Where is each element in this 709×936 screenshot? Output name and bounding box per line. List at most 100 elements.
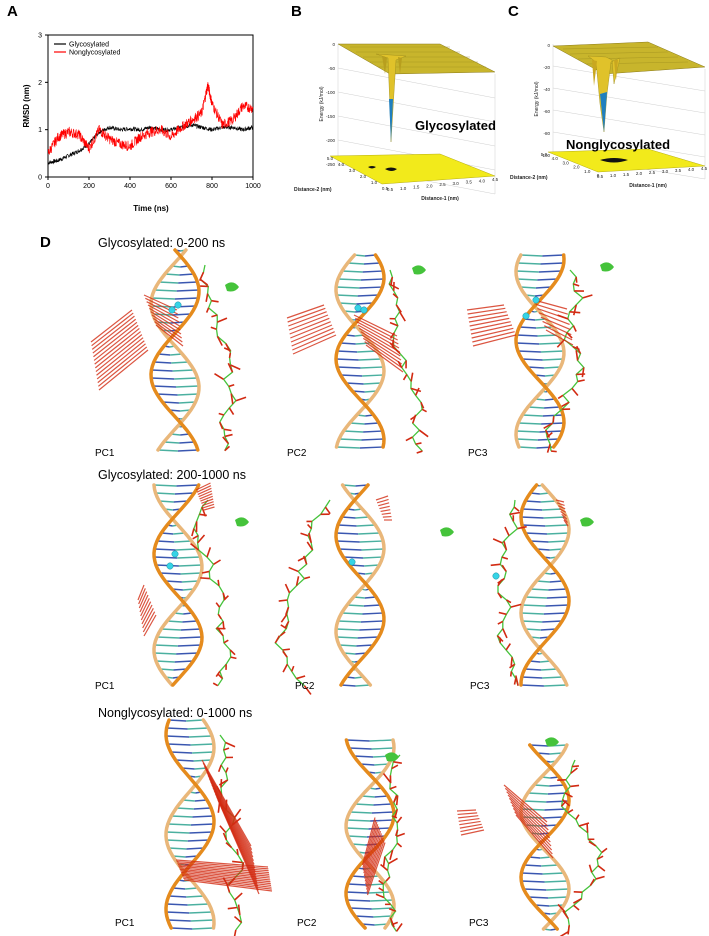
motion-arrow — [278, 599, 288, 602]
base-pair — [353, 755, 374, 758]
base-pair — [154, 644, 178, 647]
motion-arrow — [216, 336, 223, 346]
motion-arrow — [142, 611, 156, 633]
base-pair — [546, 888, 570, 891]
x-tick-label: 0.5 — [387, 187, 394, 192]
base-pair — [351, 875, 366, 878]
motion-arrow — [211, 299, 219, 303]
base-pair — [522, 604, 546, 607]
y-tick-label: 1.0 — [584, 169, 591, 174]
base-pair — [172, 887, 186, 890]
x-tick-label: 1.5 — [623, 172, 630, 177]
y-tick-label: 0.5 — [382, 186, 389, 191]
y-tick-label: 3.0 — [562, 160, 569, 165]
x-ticks: 0.5 1.0 1.5 2.0 2.5 3.0 3.5 4.0 4.5 — [387, 177, 499, 192]
base-pair — [340, 342, 356, 345]
motion-arrow — [357, 324, 400, 349]
base-pair — [194, 799, 208, 802]
motion-arrow — [388, 907, 396, 912]
base-pair — [341, 612, 363, 615]
base-pair — [346, 819, 371, 822]
base-pair — [167, 743, 191, 746]
base-pair — [174, 660, 194, 663]
motion-arrow — [201, 498, 214, 504]
motion-arrow — [506, 599, 512, 604]
motion-arrow — [497, 620, 504, 625]
motion-arrow — [218, 412, 225, 416]
motion-arrow — [398, 311, 406, 322]
base-pair — [189, 831, 213, 834]
base-pair — [177, 393, 199, 396]
motion-arrow — [570, 767, 578, 774]
base-pair — [543, 612, 567, 615]
base-pair — [346, 739, 370, 742]
base-pair — [176, 652, 199, 655]
motion-arrow — [410, 372, 414, 382]
motion-arrow — [365, 833, 382, 885]
motion-arrow — [143, 614, 157, 637]
motion-arrow — [363, 824, 379, 874]
base-pair — [360, 620, 384, 623]
legend-label-glycosylated: Glycosylated — [69, 42, 109, 49]
motion-arrow — [90, 309, 133, 343]
legend: Glycosylated Nonglycosylated — [54, 42, 120, 57]
motion-arrow — [561, 401, 570, 408]
motion-arrow — [223, 595, 229, 601]
motion-arrow — [217, 673, 224, 680]
motion-arrow — [552, 416, 555, 423]
base-pair — [539, 430, 563, 433]
dna-backbone — [519, 483, 571, 687]
base-pair — [547, 896, 568, 899]
motion-arrow — [375, 495, 389, 501]
dna-backbone — [519, 743, 571, 931]
motion-arrow — [380, 509, 391, 513]
surface-plot-glycosylated: 0 -50 -100 -150 -200 -250 0.5 1.0 1.5 2.0 2.5 3.0 3… — [294, 42, 499, 202]
motion-arrow — [575, 276, 578, 283]
motion-arrow — [513, 506, 520, 512]
motion-arrow — [415, 442, 422, 445]
motion-arrow — [366, 842, 386, 896]
base-pair — [359, 540, 384, 543]
motion-arrow — [215, 670, 221, 678]
motion-arrow — [542, 320, 572, 336]
motion-arrow — [235, 396, 247, 402]
motion-arrow — [234, 808, 242, 818]
motion-arrow — [360, 331, 401, 357]
motion-arrow — [470, 324, 513, 335]
base-pair — [371, 907, 394, 910]
ion-sphere — [171, 550, 179, 558]
base-pair — [374, 795, 388, 798]
motion-arrow — [93, 321, 138, 358]
base-pair — [336, 636, 358, 639]
base-pair — [187, 903, 209, 906]
motion-arrow — [183, 877, 272, 890]
base-pair — [186, 719, 204, 722]
base-pair — [178, 281, 198, 284]
motion-arrow — [509, 671, 513, 677]
motion-arrow — [517, 525, 527, 530]
motion-arrow — [513, 678, 517, 685]
base-pair — [177, 556, 201, 559]
x-tick-label: 4.5 — [701, 166, 708, 171]
base-pair — [515, 270, 539, 273]
protein-ribbon — [235, 517, 249, 527]
motion-arrow — [395, 795, 399, 806]
motion-arrow — [284, 621, 290, 628]
base-pair — [175, 759, 194, 762]
motion-arrow — [471, 327, 514, 339]
base-pair — [336, 532, 359, 535]
motion-arrow — [98, 349, 149, 391]
motion-arrow — [572, 304, 578, 316]
motion-arrow — [202, 501, 214, 507]
motion-arrow — [274, 635, 281, 644]
base-pair — [340, 374, 363, 377]
motion-arrow — [378, 879, 384, 885]
motion-arrow — [573, 904, 580, 911]
base-pair — [176, 484, 199, 487]
base-pair — [520, 684, 544, 687]
motion-arrow — [504, 787, 549, 827]
motion-arrow — [290, 324, 333, 343]
motion-arrow — [282, 663, 289, 673]
dna-backbone — [152, 483, 204, 687]
base-pair — [520, 286, 536, 289]
